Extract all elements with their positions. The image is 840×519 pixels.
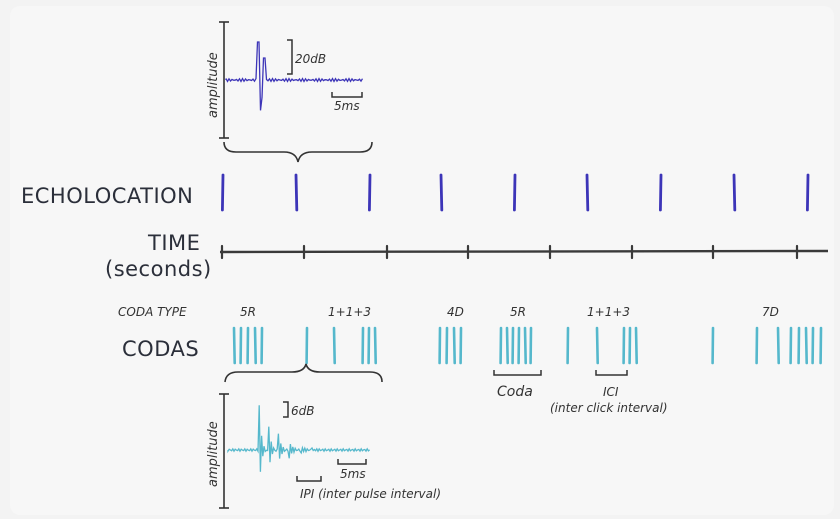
coda-brace-icon: [224, 363, 383, 383]
echo-amplitude-label: amplitude: [206, 52, 221, 118]
coda-type-label: CODA TYPE: [118, 305, 187, 319]
coda-type-labels: 5R 1+1+3 4D 5R 1+1+3 7D: [240, 305, 779, 319]
coda-type-1: 5R: [240, 305, 256, 319]
coda-click: [452, 326, 457, 365]
coda-click: [373, 326, 378, 365]
ici-full-annotation: (inter click interval): [550, 401, 668, 415]
echolocation-click: [732, 173, 737, 212]
echo-ms-scale-bar: [331, 92, 363, 98]
ici-annotation: ICI: [603, 385, 619, 399]
coda-click: [595, 326, 600, 365]
coda-inset: amplitude 6dB 5ms IPI (inter pulse inter…: [206, 363, 441, 509]
diagram-panel: [10, 6, 834, 515]
ipi-annotation: IPI (inter pulse interval): [300, 487, 441, 501]
coda-click: [332, 326, 337, 365]
coda-ms-label: 5ms: [340, 467, 366, 481]
coda-type-4: 5R: [510, 305, 526, 319]
echo-waveform: [225, 41, 364, 111]
coda-click: [253, 326, 257, 365]
echolocation-click: [659, 173, 663, 212]
echolocation-click: [806, 173, 810, 212]
coda-waveform: [227, 405, 371, 472]
coda-click: [232, 326, 236, 365]
coda-annotation: Coda: [497, 384, 533, 400]
coda-click: [523, 326, 528, 365]
time-units-label: (seconds): [105, 257, 212, 281]
codas-label: CODAS: [122, 337, 199, 361]
echo-ms-label: 5ms: [334, 99, 360, 113]
coda-db-label: 6dB: [291, 404, 314, 418]
echolocation-click: [294, 173, 299, 212]
time-label: TIME: [147, 231, 200, 255]
echo-db-scale-bar: [287, 39, 293, 75]
ipi-bracket: [296, 476, 322, 482]
coda-click: [804, 326, 809, 365]
coda-clicks: [232, 326, 823, 365]
coda-type-2: 1+1+3: [328, 305, 371, 319]
coda-type-3: 4D: [447, 305, 464, 319]
coda-click: [505, 326, 510, 365]
coda-type-5: 1+1+3: [587, 305, 630, 319]
echolocation-inset: amplitude 20dB 5ms: [206, 21, 373, 163]
echolocation-click: [513, 173, 517, 212]
echo-brace-icon: [223, 141, 373, 163]
time-axis: [219, 249, 829, 254]
coda-bracket: [493, 370, 542, 376]
echolocation-click: [367, 173, 372, 212]
coda-type-6: 7D: [762, 305, 779, 319]
echolocation-clicks: [220, 173, 810, 212]
coda-db-scale-bar: [283, 401, 289, 418]
echolocation-label: ECHOLOCATION: [21, 184, 193, 208]
echolocation-click: [220, 173, 225, 212]
coda-click: [634, 326, 639, 365]
time-ticks: [220, 244, 799, 260]
echolocation-click: [439, 173, 444, 212]
echo-db-label: 20dB: [295, 52, 326, 66]
echolocation-click: [585, 173, 590, 212]
coda-click: [776, 326, 781, 365]
coda-ms-scale-bar: [337, 459, 367, 465]
coda-amplitude-label: amplitude: [206, 421, 221, 487]
ici-bracket: [595, 370, 628, 376]
